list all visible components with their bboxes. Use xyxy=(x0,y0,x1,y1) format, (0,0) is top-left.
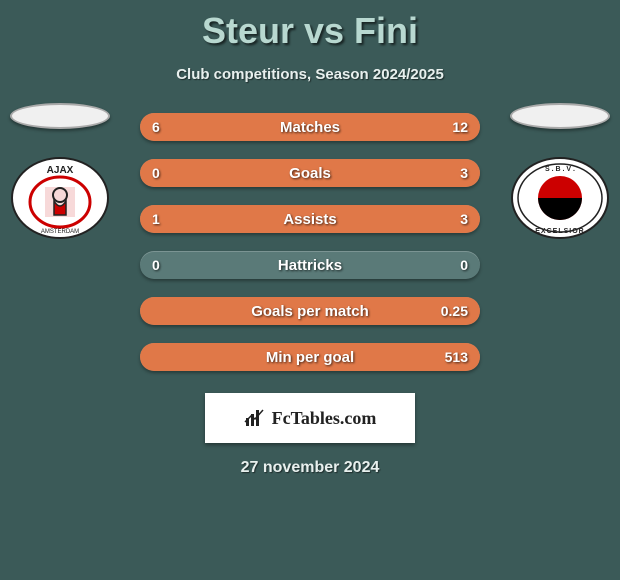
stat-row: 6 Matches 12 xyxy=(140,113,480,141)
club-logo-left: AJAX AMSTERDAM xyxy=(10,157,110,239)
stat-label: Min per goal xyxy=(266,349,354,366)
svg-text:S . B . V .: S . B . V . xyxy=(545,166,575,173)
page-subtitle: Club competitions, Season 2024/2025 xyxy=(0,66,620,83)
stat-value-right: 0.25 xyxy=(441,303,468,319)
brand-text: FcTables.com xyxy=(272,408,377,429)
left-player-badge: AJAX AMSTERDAM xyxy=(10,103,110,239)
stats-list: 6 Matches 12 0 Goals 3 1 Assists 3 0 Hattricks 0 Goa… xyxy=(140,113,480,371)
stat-value-left: 1 xyxy=(152,211,160,227)
content-area: AJAX AMSTERDAM S . B . V . EXCELSIOR 6 Ma… xyxy=(0,113,620,477)
stat-fill-right xyxy=(225,205,480,233)
club-logo-right: S . B . V . EXCELSIOR xyxy=(510,157,610,239)
stat-value-right: 0 xyxy=(460,257,468,273)
stat-value-left: 6 xyxy=(152,119,160,135)
svg-text:EXCELSIOR: EXCELSIOR xyxy=(535,228,584,235)
ajax-logo-icon: AJAX AMSTERDAM xyxy=(10,157,110,239)
page-title: Steur vs Fini xyxy=(0,0,620,52)
player-ellipse-left xyxy=(10,103,110,129)
stat-label: Goals per match xyxy=(251,303,369,320)
stat-label: Goals xyxy=(289,165,331,182)
svg-text:AMSTERDAM: AMSTERDAM xyxy=(41,229,79,235)
stat-value-right: 3 xyxy=(460,165,468,181)
right-player-badge: S . B . V . EXCELSIOR xyxy=(510,103,610,239)
player-ellipse-right xyxy=(510,103,610,129)
stat-label: Assists xyxy=(283,211,336,228)
stat-row: Goals per match 0.25 xyxy=(140,297,480,325)
stat-value-left: 0 xyxy=(152,165,160,181)
brand-box[interactable]: FcTables.com xyxy=(205,393,415,443)
stat-label: Hattricks xyxy=(278,257,342,274)
stat-row: 0 Hattricks 0 xyxy=(140,251,480,279)
excelsior-logo-icon: S . B . V . EXCELSIOR xyxy=(510,157,610,239)
stat-value-left: 0 xyxy=(152,257,160,273)
stat-row: 1 Assists 3 xyxy=(140,205,480,233)
brand-chart-icon xyxy=(244,408,266,428)
date-text: 27 november 2024 xyxy=(0,459,620,477)
stat-value-right: 513 xyxy=(445,349,468,365)
stat-label: Matches xyxy=(280,119,340,136)
stat-row: Min per goal 513 xyxy=(140,343,480,371)
stat-value-right: 3 xyxy=(460,211,468,227)
svg-text:AJAX: AJAX xyxy=(47,165,74,176)
stat-row: 0 Goals 3 xyxy=(140,159,480,187)
stat-value-right: 12 xyxy=(452,119,468,135)
